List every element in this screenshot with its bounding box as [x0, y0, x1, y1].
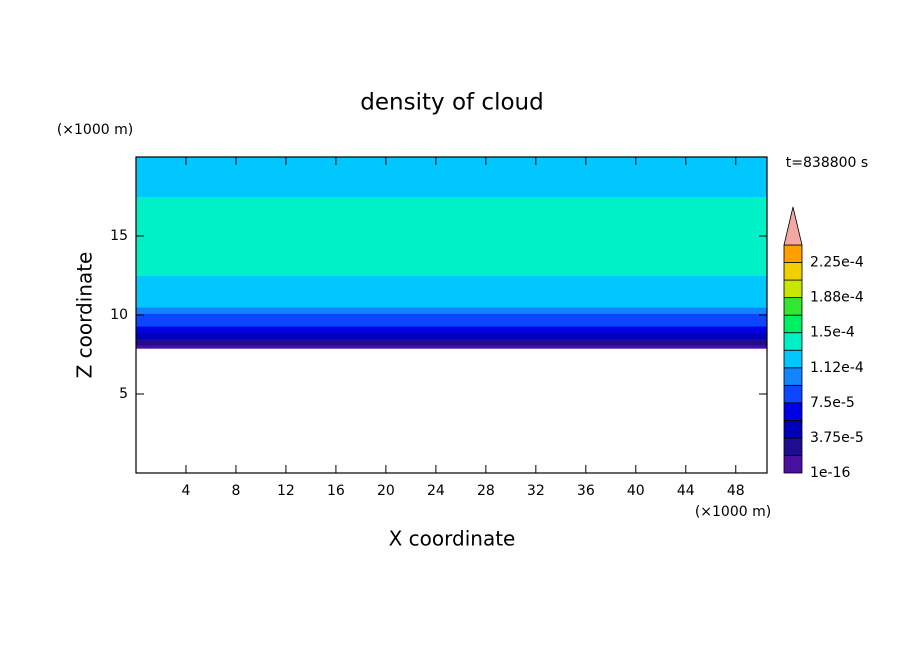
colorbar-box	[783, 332, 803, 351]
contour-band	[136, 326, 767, 333]
contour-band	[136, 157, 767, 164]
x-axis-label: X coordinate	[389, 527, 516, 551]
y-axis-label: Z coordinate	[73, 252, 97, 379]
y-tick-label: 10	[110, 307, 128, 323]
x-tick-label: 28	[477, 483, 495, 499]
colorbar-box	[783, 262, 803, 281]
contour-band	[136, 307, 767, 314]
colorbar-box	[783, 279, 803, 299]
contour-band	[136, 163, 767, 174]
x-tick-label: 12	[277, 483, 295, 499]
x-tick-label: 4	[182, 483, 191, 499]
colorbar-label: 3.75e-5	[810, 430, 864, 446]
colorbar-box	[783, 455, 803, 474]
colorbar-label: 1.5e-4	[810, 325, 855, 341]
contour-band	[136, 196, 767, 213]
colorbar-box	[783, 367, 803, 386]
x-tick-label: 16	[327, 483, 345, 499]
contour-band	[136, 228, 767, 245]
contour-band	[136, 338, 767, 346]
colorbar-label: 1.88e-4	[810, 290, 864, 306]
contour-band	[136, 212, 767, 229]
x-tick-label: 32	[527, 483, 545, 499]
x-unit: (×1000 m)	[695, 504, 771, 520]
contour-band	[136, 345, 767, 349]
colorbar-box	[783, 384, 803, 404]
chart-title: density of cloud	[360, 90, 543, 116]
colorbar-extension	[783, 206, 803, 246]
colorbar-box	[783, 349, 803, 369]
x-tick-label: 40	[627, 483, 645, 499]
colorbar-box	[783, 402, 803, 421]
colorbar-box	[783, 314, 803, 334]
contour-band	[136, 299, 767, 308]
x-tick-label: 8	[231, 483, 240, 499]
x-tick-label: 20	[377, 483, 395, 499]
colorbar-label: 1.12e-4	[810, 360, 864, 376]
contour-band	[136, 259, 767, 276]
contour-band	[136, 319, 767, 327]
x-tick-label: 24	[427, 483, 445, 499]
x-tick-label: 48	[727, 483, 745, 499]
time-annotation: t=838800 s	[786, 155, 868, 171]
y-tick-label: 5	[119, 386, 128, 402]
contour-band	[136, 332, 767, 340]
colorbar-box	[783, 244, 803, 263]
x-tick-label: 36	[577, 483, 595, 499]
contour-band	[136, 313, 767, 321]
contour-band	[136, 275, 767, 291]
colorbar-label: 2.25e-4	[810, 255, 864, 271]
contour-band	[136, 289, 767, 301]
y-unit: (×1000 m)	[57, 122, 133, 138]
colorbar-box	[783, 297, 803, 316]
contour-band	[136, 243, 767, 261]
colorbar-box	[783, 437, 803, 456]
x-tick-label: 44	[677, 483, 695, 499]
colorbar-box	[783, 419, 803, 439]
colorbar-label: 1e-16	[810, 465, 850, 481]
y-tick-label: 15	[110, 228, 128, 244]
contour-band	[136, 172, 767, 184]
contour-band	[136, 183, 767, 197]
colorbar-label: 7.5e-5	[810, 395, 855, 411]
